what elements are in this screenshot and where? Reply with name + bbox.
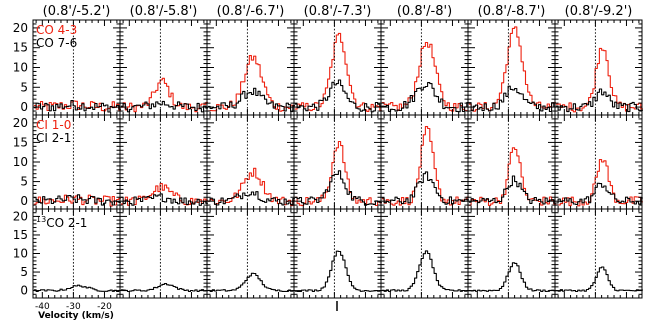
x-tick-label: -40 xyxy=(35,302,50,312)
panel-frame xyxy=(554,114,643,210)
y-tick-label: 5 xyxy=(20,265,28,279)
panel-r0-c3 xyxy=(293,19,382,116)
legend-label: CO 7-6 xyxy=(36,36,77,50)
legend-label: CO 4-3 xyxy=(36,23,77,37)
spectrum-line xyxy=(381,126,469,206)
column-title: (0.8'/-9.2') xyxy=(565,4,633,19)
y-tick-label: 5 xyxy=(20,175,28,189)
panel-frame xyxy=(467,19,556,116)
panel-frame xyxy=(206,208,295,299)
panel-r2-c4 xyxy=(380,208,469,299)
y-tick-label: 10 xyxy=(13,155,28,169)
spectrum-line xyxy=(555,266,643,293)
panel-frame xyxy=(119,19,208,116)
spectrum-line xyxy=(207,272,295,292)
spectrum-line xyxy=(294,140,382,207)
spectrum-line xyxy=(294,32,382,112)
y-tick-label: 0 xyxy=(20,100,28,114)
column-title: (0.8'/-7.3') xyxy=(304,4,372,19)
panel-r1-c4 xyxy=(380,114,469,210)
spectrum-line xyxy=(294,170,382,206)
spectrum-line xyxy=(555,88,643,113)
spectrum-line xyxy=(381,171,469,205)
spectrum-line xyxy=(33,284,121,293)
panel-frame xyxy=(380,19,469,116)
panel-r1-c3 xyxy=(293,114,382,210)
panel-r1-c1 xyxy=(119,114,208,210)
panel-r2-c0 xyxy=(32,208,121,299)
panel-r0-c4 xyxy=(380,19,469,116)
panel-r1-c6 xyxy=(554,114,643,210)
spectrum-line xyxy=(381,41,469,112)
panel-frame xyxy=(293,208,382,299)
legend-label: CI 2-1 xyxy=(36,131,71,145)
spectrum-line xyxy=(381,82,469,113)
legend-label: CI 1-0 xyxy=(36,118,71,132)
panel-r1-c2 xyxy=(206,114,295,210)
spectrum-line xyxy=(33,100,121,113)
y-tick-label: 0 xyxy=(20,284,28,298)
panel-frame xyxy=(119,114,208,210)
panel-r0-c6 xyxy=(554,19,643,116)
y-tick-label: 20 xyxy=(13,116,28,130)
column-title: (0.8'/-6.7') xyxy=(217,4,285,19)
x-tick-label: -20 xyxy=(97,302,112,312)
spectrum-line xyxy=(207,55,295,112)
panel-frame xyxy=(293,114,382,210)
panel-frame xyxy=(467,114,556,210)
spectrum-line xyxy=(207,87,295,113)
panel-r2-c3 xyxy=(293,208,382,299)
panel-r2-c6 xyxy=(554,208,643,299)
panel-frame xyxy=(554,208,643,299)
panel-r2-c5 xyxy=(467,208,556,299)
column-title: (0.8'/-8.7') xyxy=(478,4,546,19)
spectrum-line xyxy=(33,194,121,206)
spectrum-line xyxy=(207,191,295,206)
spectrum-line xyxy=(468,26,556,112)
legend-label: 13CO 2-1 xyxy=(36,215,87,230)
column-title: (0.8'/-5.2') xyxy=(43,4,111,19)
y-tick-label: 20 xyxy=(13,209,28,223)
y-tick-label: 15 xyxy=(13,228,28,242)
y-tick-label: 15 xyxy=(13,135,28,149)
spectrum-line xyxy=(120,283,208,293)
panel-frame xyxy=(554,19,643,116)
spectrum-line xyxy=(555,47,643,113)
panel-frame xyxy=(467,208,556,299)
y-tick-label: 15 xyxy=(13,41,28,55)
x-axis-label: Velocity (km/s) xyxy=(38,311,114,320)
spectrum-line xyxy=(468,85,556,113)
spectrum-line xyxy=(468,262,556,292)
spectrum-line xyxy=(555,182,643,205)
panel-r0-c1 xyxy=(119,19,208,116)
spectrum-line xyxy=(294,79,382,113)
spectrum-line xyxy=(120,193,208,206)
spectrum-line xyxy=(33,100,121,112)
spectrum-line xyxy=(381,250,469,292)
y-tick-label: 10 xyxy=(13,61,28,75)
panel-frame xyxy=(380,114,469,210)
column-title: (0.8'/-8') xyxy=(397,4,452,19)
panel-r1-c5 xyxy=(467,114,556,210)
panel-r2-c2 xyxy=(206,208,295,299)
spectrum-line xyxy=(555,159,643,207)
panel-frame xyxy=(206,19,295,116)
x-tick-label: -30 xyxy=(66,302,81,312)
y-tick-label: 20 xyxy=(13,21,28,35)
panel-r0-c5 xyxy=(467,19,556,116)
y-tick-label: 5 xyxy=(20,80,28,94)
panel-r2-c1 xyxy=(119,208,208,299)
spectrum-line xyxy=(120,100,208,113)
column-title: (0.8'/-5.8') xyxy=(130,4,198,19)
spectrum-line xyxy=(468,175,556,205)
spectrum-line xyxy=(294,250,382,293)
panel-r0-c2 xyxy=(206,19,295,116)
panel-frame xyxy=(293,19,382,116)
y-tick-label: 10 xyxy=(13,247,28,261)
y-tick-label: 0 xyxy=(20,194,28,208)
